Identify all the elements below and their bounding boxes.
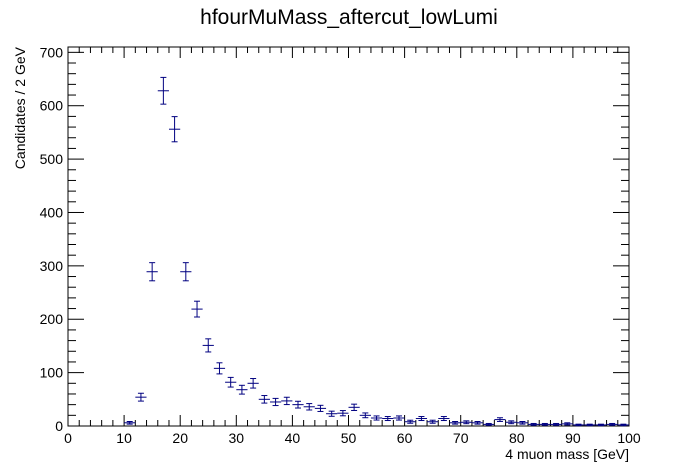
data-point <box>617 423 629 427</box>
data-point <box>370 415 383 421</box>
data-point <box>157 76 169 105</box>
x-tick-label: 70 <box>453 430 469 446</box>
data-point <box>404 419 416 424</box>
data-point <box>247 378 259 389</box>
x-tick-label: 50 <box>341 430 357 446</box>
data-point <box>281 396 293 406</box>
x-tick-label: 20 <box>172 430 188 446</box>
data-point <box>382 416 394 422</box>
data-point <box>393 415 405 421</box>
axis-ticks <box>67 47 630 427</box>
data-point <box>449 420 461 425</box>
data-point <box>191 300 203 318</box>
data-point <box>427 419 439 424</box>
data-point <box>561 422 573 426</box>
data-point <box>168 116 181 143</box>
data-point <box>595 423 607 427</box>
data-point <box>415 416 428 422</box>
data-point <box>326 410 338 417</box>
data-point <box>337 410 349 417</box>
data-point <box>314 404 327 412</box>
y-tick-label: 300 <box>40 258 64 274</box>
x-tick-label: 40 <box>285 430 301 446</box>
data-point <box>528 422 540 426</box>
y-tick-label: 600 <box>40 98 64 114</box>
x-axis-label: 4 muon mass [GeV] <box>505 446 629 462</box>
data-point <box>236 384 248 395</box>
data-point <box>606 422 618 426</box>
plot-frame <box>67 46 630 427</box>
y-tick-label: 400 <box>40 204 64 220</box>
data-point <box>292 400 304 409</box>
data-point <box>471 420 484 425</box>
data-point <box>359 412 371 419</box>
tick-labels: 0 10 20 30 40 50 60 70 80 90 100 0 100 200 300 400 500 60… <box>40 44 641 446</box>
data-point <box>505 420 517 425</box>
data-point <box>303 403 315 411</box>
data-point <box>584 423 596 427</box>
y-tick-label: 0 <box>55 418 63 434</box>
data-point <box>438 416 450 422</box>
data-point <box>202 338 214 353</box>
data-point <box>180 262 192 282</box>
y-tick-label: 500 <box>40 151 64 167</box>
data-point <box>258 395 270 404</box>
y-tick-label: 700 <box>40 44 64 60</box>
x-tick-label: 80 <box>509 430 525 446</box>
data-point <box>516 420 529 425</box>
data-point <box>225 376 237 388</box>
data-point <box>135 392 147 402</box>
data-point <box>494 417 506 422</box>
data-point <box>213 362 226 375</box>
y-tick-label: 100 <box>40 365 64 381</box>
data-point <box>539 422 551 426</box>
data-point <box>460 420 472 425</box>
x-tick-label: 100 <box>617 430 641 446</box>
data-point <box>124 420 136 425</box>
x-tick-label: 60 <box>397 430 413 446</box>
data-points <box>124 76 629 427</box>
x-tick-label: 10 <box>116 430 132 446</box>
data-point <box>550 422 562 426</box>
data-point <box>572 423 585 427</box>
y-axis-label: Candidates / 2 GeV <box>12 46 28 169</box>
data-point <box>269 397 282 407</box>
x-tick-label: 0 <box>64 430 72 446</box>
y-tick-label: 200 <box>40 311 64 327</box>
chart-title: hfourMuMass_aftercut_lowLumi <box>200 6 498 29</box>
data-point <box>146 262 158 282</box>
data-point <box>348 403 360 411</box>
x-tick-label: 30 <box>229 430 245 446</box>
x-tick-label: 90 <box>565 430 581 446</box>
data-point <box>483 422 495 426</box>
